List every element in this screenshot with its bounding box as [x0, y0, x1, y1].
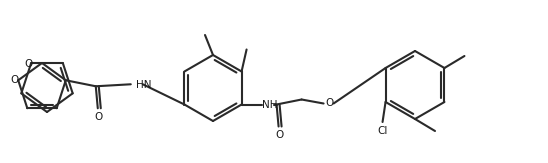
- Text: O: O: [10, 75, 18, 85]
- Text: O: O: [276, 131, 284, 141]
- Text: O: O: [95, 112, 103, 122]
- Text: NH: NH: [261, 99, 277, 110]
- Text: HN: HN: [136, 80, 151, 90]
- Text: O: O: [24, 59, 32, 69]
- Text: Cl: Cl: [378, 126, 388, 136]
- Text: O: O: [326, 98, 334, 109]
